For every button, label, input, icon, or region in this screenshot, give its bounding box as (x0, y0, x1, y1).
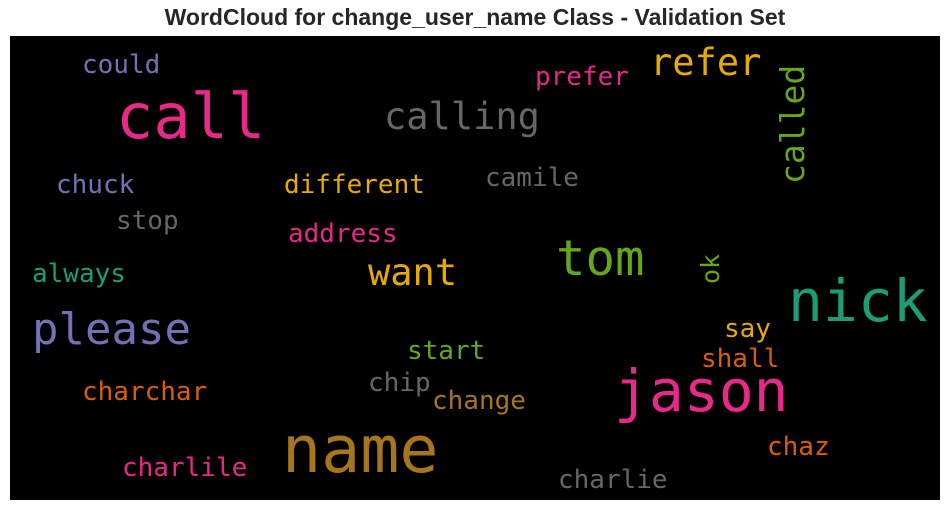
word-charlie: charlie (558, 465, 668, 495)
word-cloud-canvas: could call calling prefer refer called c… (10, 36, 940, 500)
word-want: want (368, 251, 458, 294)
word-charchar: charchar (82, 377, 208, 407)
word-name: name (282, 413, 439, 488)
word-could: could (82, 50, 161, 80)
word-chuck: chuck (56, 170, 135, 200)
word-camile: camile (485, 163, 579, 193)
word-calling: calling (384, 95, 540, 138)
word-stop: stop (116, 206, 179, 236)
word-prefer: prefer (535, 62, 629, 92)
word-call: call (116, 80, 266, 153)
word-charlile: charlile (122, 453, 248, 483)
word-start: start (407, 336, 486, 366)
word-different: different (284, 170, 425, 200)
word-chaz: chaz (767, 432, 830, 462)
word-address: address (288, 219, 398, 249)
word-ok: ok (696, 253, 725, 284)
chart-title: WordCloud for change_user_name Class - V… (164, 4, 786, 30)
word-called: called (773, 64, 812, 184)
word-refer: refer (650, 41, 762, 84)
word-change: change (432, 386, 526, 416)
word-chip: chip (368, 368, 431, 398)
word-tom: tom (556, 230, 645, 287)
word-say: say (724, 314, 771, 344)
word-always: always (32, 259, 126, 289)
word-nick: nick (788, 267, 928, 335)
word-jason: jason (614, 357, 789, 425)
word-shall: shall (701, 344, 780, 374)
word-please: please (32, 304, 191, 355)
